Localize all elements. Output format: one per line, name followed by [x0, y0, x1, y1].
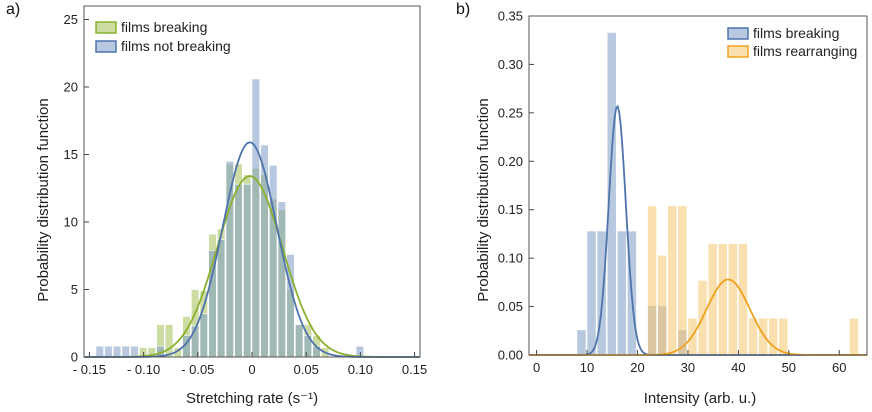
panel-a-bar-films-not-breaking — [295, 324, 304, 358]
panel-b-y-tick-label: 0.10 — [498, 251, 523, 266]
legend-swatch-films-not-breaking — [95, 40, 117, 53]
panel-a-bar-films-not-breaking — [277, 201, 286, 358]
panel-b-x-tick-label: 20 — [630, 360, 644, 375]
panel-a-x-tick-label: - 0.05 — [181, 362, 214, 377]
panel-a-bar-films-not-breaking — [217, 239, 226, 358]
panel-a-bar-films-not-breaking — [260, 144, 269, 358]
panel-b-bar-films-breaking — [586, 230, 597, 356]
panel-a-x-axis-label: Stretching rate (s⁻¹) — [186, 390, 318, 407]
panel-a-bar-films-not-breaking — [286, 254, 295, 358]
panel-b-bar-films-rearranging — [657, 254, 668, 356]
panel-b-bars — [576, 32, 859, 356]
panel-a-y-tick-label: 20 — [64, 80, 78, 95]
panel-b-bar-films-rearranging — [707, 243, 718, 356]
panel-b-y-tick-label: 0.35 — [498, 9, 523, 24]
panel-b-label: b) — [456, 1, 470, 18]
panel-a-bar-films-not-breaking — [95, 345, 104, 358]
panel-b-y-tick-label: 0.25 — [498, 105, 523, 120]
panel-a-frame — [83, 5, 421, 358]
panel-b-ticks: 0 10 20 30 40 50 60 0.00 0.05 0.10 0.15 0.20 0.25 0.3… — [498, 9, 867, 375]
panel-b-bar-films-breaking — [576, 329, 587, 356]
legend-label-films-breaking: films breaking — [753, 25, 839, 41]
panel-b-x-tick-label: 40 — [731, 360, 745, 375]
panel-b-legend: films breaking films rearranging — [727, 25, 857, 59]
panel-b-y-tick-label: 0.15 — [498, 202, 523, 217]
panel-b-bar-films-rearranging — [758, 317, 768, 356]
panel-a-y-tick-label: 15 — [64, 147, 78, 162]
panel-b-x-tick-label: 30 — [681, 360, 695, 375]
panel-b-x-tick-label: 0 — [533, 360, 540, 375]
panel-b-bar-films-rearranging — [717, 243, 728, 356]
panel-b-bar-films-rearranging — [849, 317, 859, 356]
panel-a-y-tick-label: 10 — [64, 215, 78, 230]
panel-a-legend: films breaking films not breaking — [95, 19, 231, 54]
panel-b: b) Probability distribution function Int… — [456, 1, 868, 407]
legend-label-films-breaking: films breaking — [121, 19, 207, 35]
panel-b-x-tick-label: 60 — [832, 360, 846, 375]
panel-a-x-tick-label: - 0.10 — [127, 362, 160, 377]
panel-a-x-tick-label: 0.05 — [294, 362, 319, 377]
panel-b-x-tick-label: 10 — [580, 360, 594, 375]
panel-b-bar-films-rearranging — [778, 317, 789, 356]
panel-b-frame — [528, 15, 868, 356]
panel-a-y-tick-label: 5 — [71, 282, 78, 297]
legend-label-films-rearranging: films rearranging — [753, 43, 857, 59]
panel-a-x-tick-label: - 0.15 — [73, 362, 106, 377]
panel-a-bar-films-not-breaking — [243, 183, 252, 358]
panel-b-y-tick-label: 0.30 — [498, 57, 523, 72]
panel-a-bar-films-not-breaking — [112, 345, 122, 358]
panel-a-x-tick-label: 0 — [248, 362, 255, 377]
panel-b-y-tick-label: 0.20 — [498, 154, 523, 169]
panel-b-bar-films-rearranging — [727, 243, 738, 356]
panel-a-y-tick-label: 0 — [71, 350, 78, 365]
panel-b-y-tick-label: 0.05 — [498, 299, 523, 314]
panel-b-y-tick-label: 0.00 — [498, 348, 523, 363]
panel-a-y-axis-label: Probability distribution function — [35, 98, 52, 301]
panel-a-bar-films-not-breaking — [104, 345, 113, 358]
panel-b-bar-films-rearranging — [677, 205, 688, 356]
panel-a: a) Probability distribution function Str… — [6, 1, 427, 407]
panel-a-bars — [95, 78, 365, 358]
legend-swatch-films-breaking — [727, 27, 749, 40]
legend-swatch-films-breaking — [95, 21, 117, 34]
panel-b-bar-films-breaking — [616, 230, 627, 356]
panel-a-x-tick-label: 0.10 — [348, 362, 373, 377]
legend-swatch-films-rearranging — [727, 45, 749, 58]
panel-a-bar-films-not-breaking — [121, 345, 130, 358]
panel-a-label: a) — [6, 1, 20, 18]
panel-a-y-tick-label: 25 — [64, 12, 78, 27]
panel-b-y-axis-label: Probability distribution function — [475, 98, 492, 301]
panel-b-bar-films-rearranging — [667, 205, 678, 356]
panel-b-x-axis-label: Intensity (arb. u.) — [644, 390, 757, 407]
panel-a-bar-films-not-breaking — [130, 345, 139, 358]
panel-a-bar-films-breaking — [164, 324, 174, 358]
panel-a-x-tick-label: 0.15 — [402, 362, 427, 377]
panel-a-bar-films-not-breaking — [251, 78, 260, 358]
panel-a-bar-films-not-breaking — [234, 183, 243, 358]
panel-b-bar-films-rearranging — [647, 205, 657, 356]
panel-b-x-tick-label: 50 — [782, 360, 796, 375]
legend-label-films-not-breaking: films not breaking — [121, 38, 231, 54]
panel-a-bar-films-not-breaking — [199, 313, 208, 358]
panel-a-ticks: - 0.15 - 0.10 - 0.05 0 0.05 0.10 0.15 0 5 10 15 20 2… — [64, 12, 428, 377]
